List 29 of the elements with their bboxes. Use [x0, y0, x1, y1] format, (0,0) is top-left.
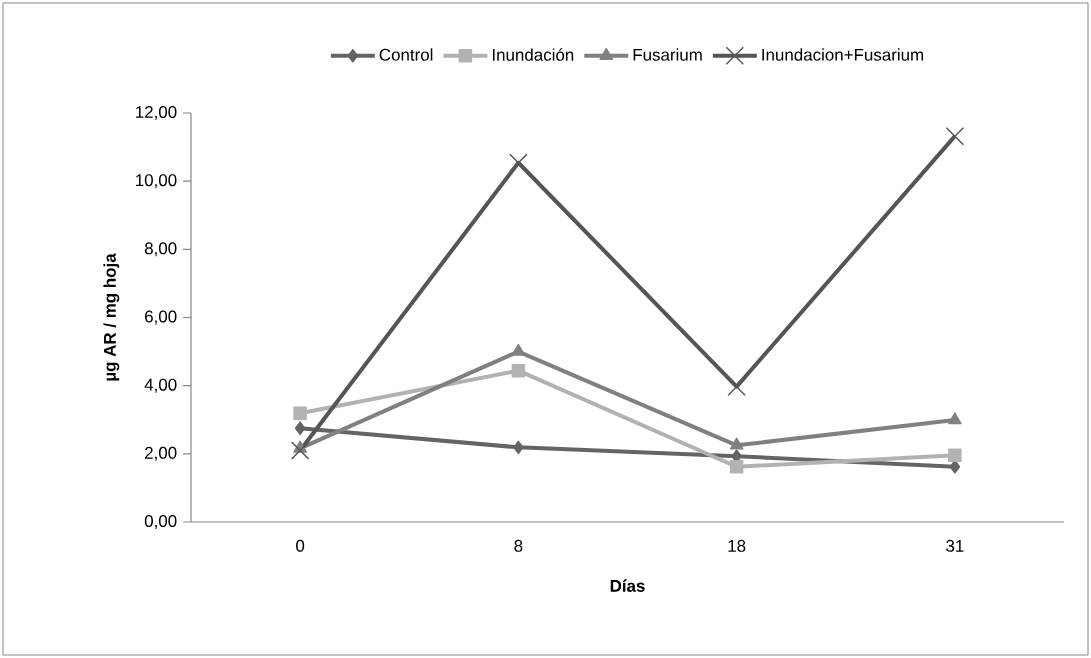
y-tick-label: 10,00 [136, 174, 177, 189]
x-tick-label: 31 [946, 539, 964, 552]
point [511, 363, 526, 378]
y-tick-label: 4,00 [144, 378, 177, 393]
x-tick-label: 0 [296, 539, 305, 552]
y-tick-label: 2,00 [145, 446, 177, 461]
point [945, 126, 965, 146]
point [294, 421, 306, 436]
point [511, 343, 526, 356]
point [290, 441, 310, 460]
x-tick-label: 8 [514, 539, 523, 552]
point [948, 412, 962, 425]
legend-label: Fusarium [633, 48, 702, 61]
point [948, 448, 962, 462]
y-tick-label: 6,00 [145, 310, 177, 325]
legend-label: Inundacion+Fusarium [762, 48, 924, 61]
y-tick-label: 0,00 [144, 515, 177, 529]
point [949, 460, 961, 474]
point [729, 460, 744, 474]
x-tick-label: 18 [728, 539, 746, 552]
legend-label: Control [379, 48, 433, 61]
y-axis-title: µg AR / mg hoja [103, 253, 120, 381]
y-tick-label: 12,00 [136, 106, 177, 120]
x-axis-title: Días [610, 579, 645, 592]
legend-label: Inundación [492, 48, 574, 61]
point [729, 437, 744, 450]
point [293, 406, 307, 421]
y-tick-label: 8,00 [144, 242, 177, 257]
point [513, 440, 524, 455]
